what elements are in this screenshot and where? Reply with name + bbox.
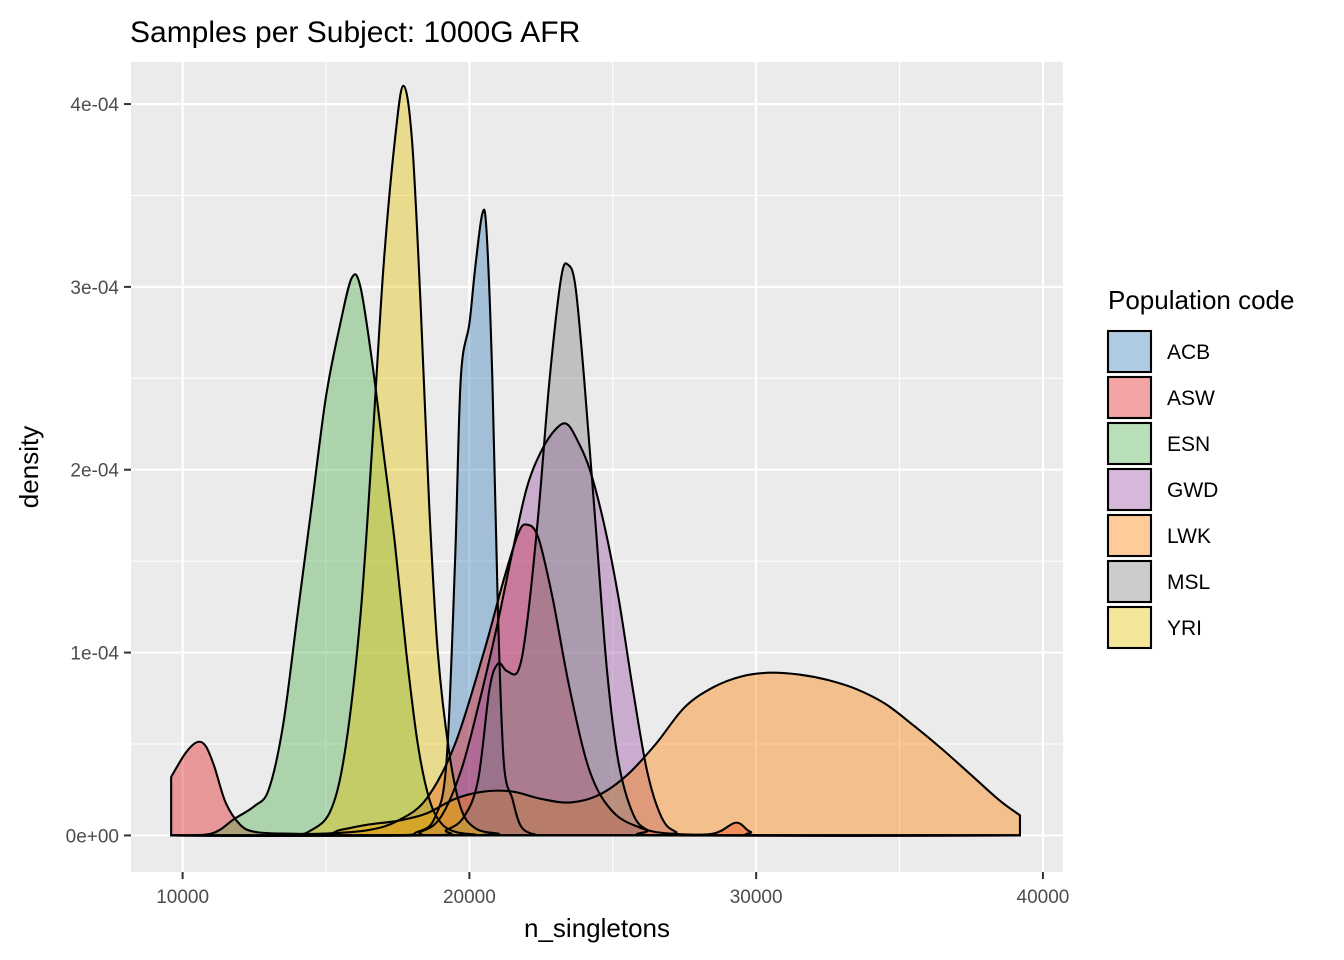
grid-lines — [131, 62, 1063, 872]
legend-key-bg-esn — [1108, 423, 1151, 464]
y-tick-label: 4e-04 — [70, 95, 119, 116]
legend-key-esn — [1106, 421, 1153, 466]
density-area-lwk — [171, 672, 1020, 836]
chart-title: Samples per Subject: 1000G AFR — [130, 16, 580, 49]
x-tick-label: 20000 — [443, 887, 496, 908]
legend-key-gwd — [1106, 467, 1153, 512]
legend-key-bg-asw — [1108, 377, 1151, 418]
legend: Population code ACB ASW ESN GWD LWK MSL YRI — [1106, 285, 1294, 650]
legend-key-bg-msl — [1108, 561, 1151, 602]
legend-key-bg-lwk — [1108, 515, 1151, 556]
density-area-msl — [171, 263, 1020, 836]
legend-key-asw — [1106, 375, 1153, 420]
y-axis: 0e+00 1e-04 2e-04 3e-04 4e-04 — [66, 95, 131, 847]
y-axis-title: density — [14, 426, 44, 508]
legend-key-lwk — [1106, 513, 1153, 558]
legend-key-bg-yri — [1108, 607, 1151, 648]
legend-label-esn: ESN — [1167, 433, 1210, 456]
density-area-gwd — [171, 423, 1020, 836]
y-tick-label: 0e+00 — [66, 826, 119, 847]
legend-key-acb — [1106, 329, 1153, 374]
legend-label-acb: ACB — [1167, 341, 1210, 364]
legend-title: Population code — [1108, 285, 1294, 315]
legend-key-yri — [1106, 605, 1153, 650]
legend-label-yri: YRI — [1167, 617, 1202, 640]
density-outline-yri — [170, 84, 1022, 837]
y-tick-label: 3e-04 — [70, 278, 119, 299]
legend-items: ACB ASW ESN GWD LWK MSL YRI — [1106, 329, 1218, 650]
legend-key-bg-acb — [1108, 331, 1151, 372]
density-outline-esn — [170, 273, 1022, 837]
density-area-esn — [171, 274, 1020, 836]
legend-label-msl: MSL — [1167, 571, 1210, 594]
legend-label-gwd: GWD — [1167, 479, 1218, 502]
y-tick-label: 2e-04 — [70, 461, 119, 482]
x-tick-label: 30000 — [730, 887, 783, 908]
legend-label-asw: ASW — [1167, 387, 1215, 410]
density-outline-lwk — [170, 671, 1022, 837]
plot-panel — [131, 62, 1063, 872]
density-outline-msl — [170, 262, 1022, 837]
y-tick-label: 1e-04 — [70, 644, 119, 665]
density-outline-gwd — [170, 422, 1022, 837]
legend-key-bg-gwd — [1108, 469, 1151, 510]
density-outline-asw — [170, 523, 1022, 837]
x-axis: 10000 20000 30000 40000 — [156, 872, 1069, 908]
legend-key-msl — [1106, 559, 1153, 604]
x-tick-label: 40000 — [1017, 887, 1070, 908]
legend-label-lwk: LWK — [1167, 525, 1211, 548]
x-axis-title: n_singletons — [524, 913, 670, 943]
density-outlines — [170, 84, 1022, 837]
x-tick-label: 10000 — [156, 887, 209, 908]
